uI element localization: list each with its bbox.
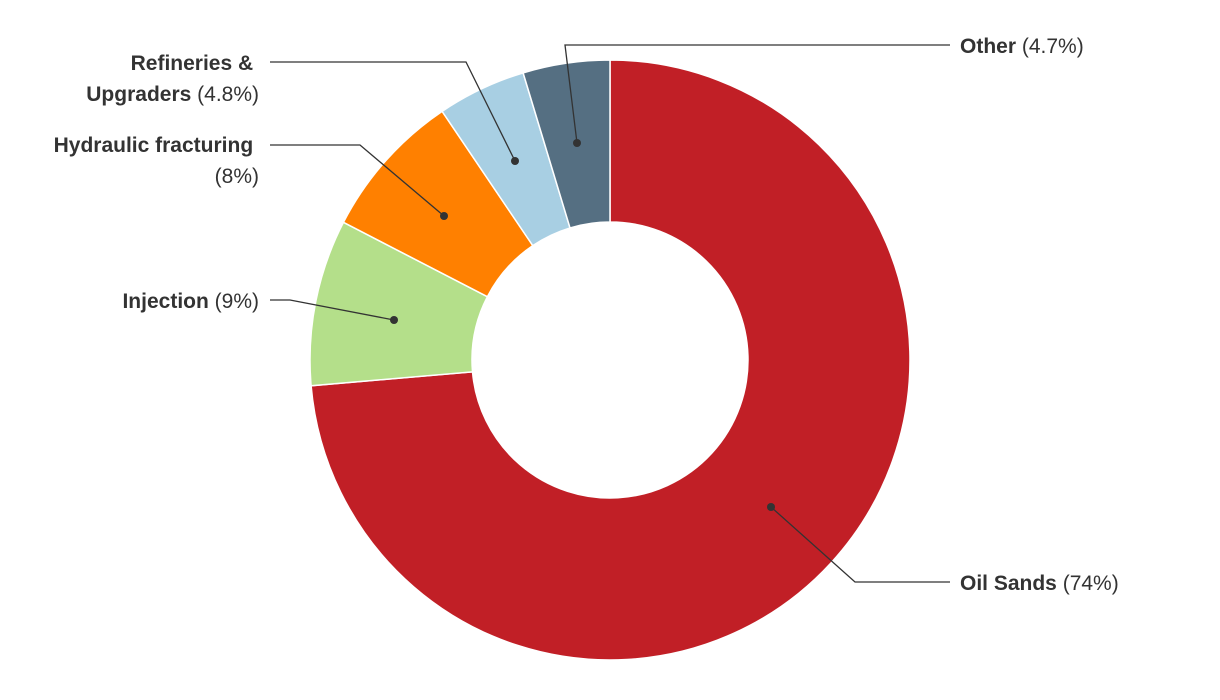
leader-dot-injection — [390, 316, 398, 324]
leader-line-hydraulic-fracturing — [270, 144, 445, 217]
slices-layer — [309, 59, 911, 661]
leader-dot-refineries — [511, 157, 519, 165]
refineries-label-line1: Refineries & — [131, 52, 254, 75]
leader-dot-oil-sands — [767, 503, 775, 511]
leader-dot-hydraulic-fracturing — [440, 212, 448, 220]
leader-line-oil-sands — [770, 506, 950, 583]
leader-line-other — [564, 44, 950, 144]
slice-label-injection: Injection (9%) — [122, 290, 259, 313]
slice-label-refineries: Refineries & Upgraders (4.8%) — [86, 52, 259, 106]
slice-label-oil-sands: Oil Sands (74%) — [960, 572, 1119, 595]
leader-dot-other — [573, 139, 581, 147]
labels-layer: Oil Sands (74%) Other (4.7%) Injection (… — [54, 35, 1119, 595]
leader-line-refineries — [270, 61, 516, 162]
slice-other — [522, 59, 611, 229]
slice-oil-sands — [310, 59, 911, 661]
slice-label-hydraulic-fracturing: Hydraulic fracturing (8%) — [54, 134, 259, 188]
leaders-layer — [270, 44, 950, 583]
leader-line-injection — [270, 299, 395, 321]
slice-label-other: Other (4.7%) — [960, 35, 1084, 58]
refineries-label-line2: Upgraders — [86, 83, 191, 106]
